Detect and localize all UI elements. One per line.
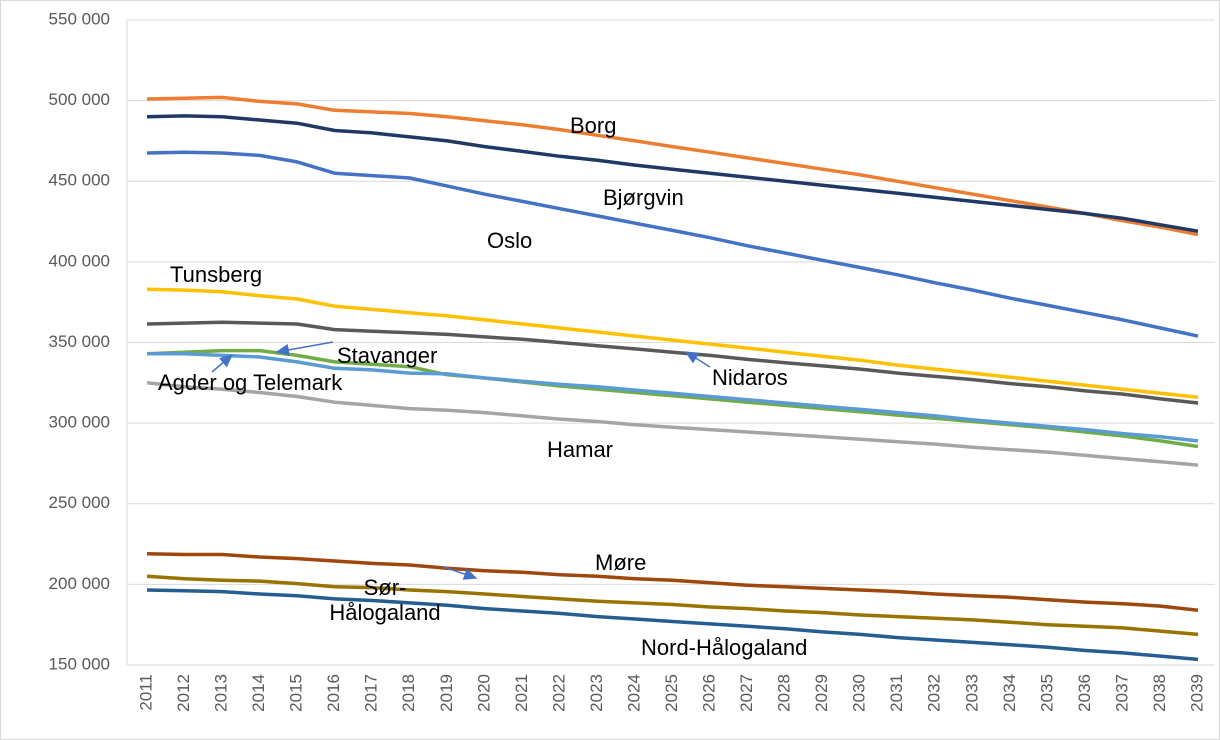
y-tick-label: 400 000 <box>49 251 110 270</box>
y-tick-label: 500 000 <box>49 90 110 109</box>
x-tick-label: 2039 <box>1187 674 1206 712</box>
series-line <box>146 114 1199 233</box>
x-tick-label: 2012 <box>174 674 193 712</box>
series-label: Tunsberg <box>170 262 263 287</box>
x-tick-label: 2014 <box>249 674 268 712</box>
arrow <box>684 351 711 368</box>
series-line <box>146 588 1199 662</box>
y-tick-label: 550 000 <box>49 9 110 28</box>
arrow <box>443 566 478 580</box>
y-tick-label: 300 000 <box>49 413 110 432</box>
series-label: Nidaros <box>712 365 788 390</box>
x-tick-label: 2013 <box>212 674 231 712</box>
x-tick-label: 2019 <box>437 674 456 712</box>
x-tick-label: 2025 <box>662 674 681 712</box>
series-label: Bjørgvin <box>603 185 684 210</box>
x-tick-label: 2032 <box>925 674 944 712</box>
x-tick-label: 2037 <box>1112 674 1131 712</box>
x-tick-label: 2024 <box>624 674 643 712</box>
y-tick-label: 350 000 <box>49 332 110 351</box>
series-label: Nord-Hålogaland <box>641 635 808 660</box>
series-label: Oslo <box>487 228 533 253</box>
series-label: Møre <box>595 550 647 575</box>
x-tick-label: 2017 <box>362 674 381 712</box>
x-tick-label: 2020 <box>474 674 493 712</box>
series-line <box>146 381 1199 467</box>
x-tick-label: 2031 <box>887 674 906 712</box>
x-tick-label: 2026 <box>700 674 719 712</box>
series-line <box>146 287 1199 400</box>
x-tick-label: 2038 <box>1150 674 1169 712</box>
x-tick-label: 2027 <box>737 674 756 712</box>
series-label: Stavanger <box>337 343 438 368</box>
series-label: Borg <box>570 113 617 138</box>
series-label: Agder og Telemark <box>158 370 343 395</box>
arrow <box>275 341 334 356</box>
series-line <box>146 551 1199 612</box>
y-tick-label: 200 000 <box>49 574 110 593</box>
series-label: Hamar <box>547 437 614 462</box>
x-tick-label: 2023 <box>587 674 606 712</box>
y-tick-label: 250 000 <box>49 493 110 512</box>
x-tick-label: 2015 <box>287 674 306 712</box>
x-tick-label: 2022 <box>549 674 568 712</box>
x-tick-label: 2016 <box>324 674 343 712</box>
series-line <box>146 150 1199 338</box>
x-tick-label: 2021 <box>512 674 531 712</box>
arrow <box>211 354 234 373</box>
x-tick-label: 2036 <box>1075 674 1094 712</box>
x-tick-label: 2028 <box>775 674 794 712</box>
x-tick-label: 2030 <box>850 674 869 712</box>
y-tick-label: 150 000 <box>49 654 110 673</box>
series-line <box>147 352 1199 443</box>
series-line <box>146 320 1199 405</box>
series-line <box>146 574 1199 637</box>
x-tick-label: 2035 <box>1037 674 1056 712</box>
series-label: Sør-Hålogaland <box>329 575 441 625</box>
series-line <box>146 95 1199 237</box>
y-tick-label: 450 000 <box>49 171 110 190</box>
x-tick-label: 2033 <box>962 674 981 712</box>
x-tick-label: 2029 <box>812 674 831 712</box>
x-tick-label: 2018 <box>399 674 418 712</box>
x-tick-label: 2034 <box>1000 674 1019 712</box>
x-tick-label: 2011 <box>136 674 155 711</box>
